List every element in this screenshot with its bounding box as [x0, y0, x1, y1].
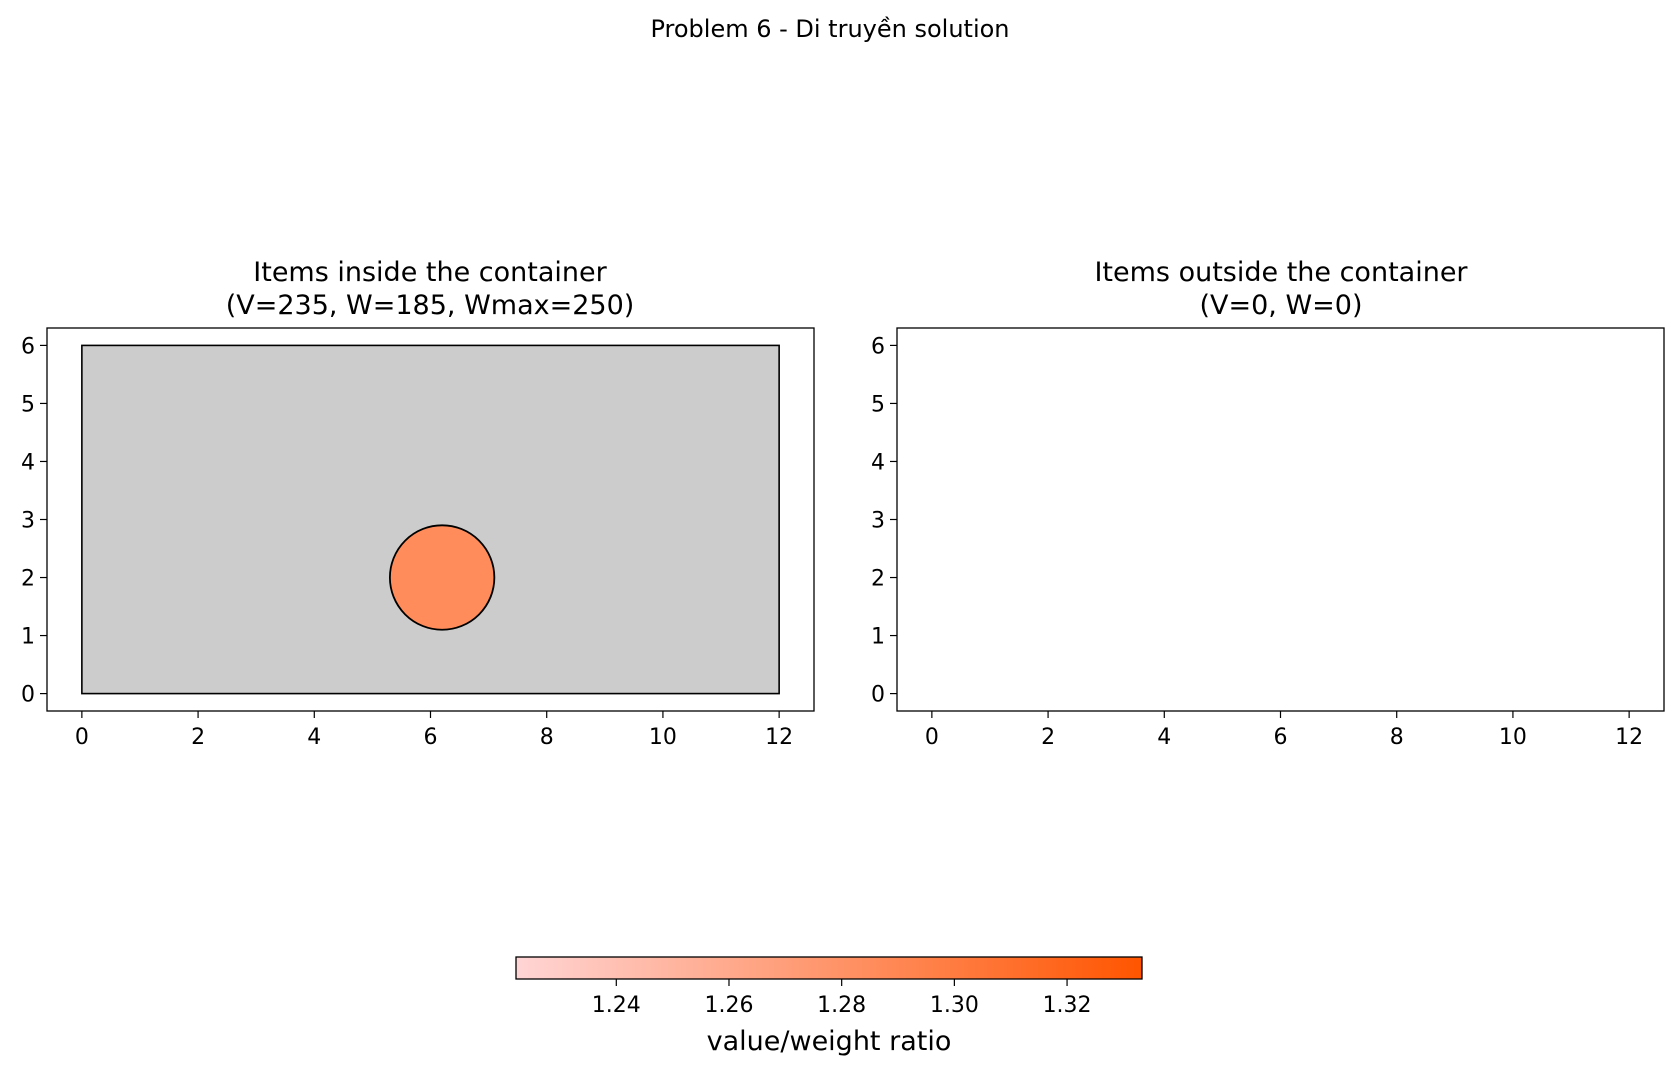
axes-outside-title-line2: (V=0, W=0) [1199, 290, 1362, 321]
xtick-label: 12 [765, 725, 793, 750]
ytick-label: 1 [21, 625, 35, 650]
xtick-label: 12 [1615, 725, 1643, 750]
ytick-label: 6 [21, 334, 35, 359]
xtick-label: 0 [75, 725, 89, 750]
xtick-label: 4 [1157, 725, 1171, 750]
xtick-label: 4 [307, 725, 321, 750]
xtick-label: 8 [540, 725, 554, 750]
xtick-label: 6 [424, 725, 438, 750]
ytick-label: 1 [871, 625, 885, 650]
colorbar-tick-label: 1.30 [930, 993, 979, 1018]
ytick-label: 3 [21, 509, 35, 534]
xtick-label: 10 [649, 725, 677, 750]
ytick-label: 2 [21, 567, 35, 592]
axes-outside-title-line1: Items outside the container [1094, 257, 1468, 288]
ytick-label: 0 [21, 683, 35, 708]
colorbar-tick-label: 1.32 [1043, 993, 1092, 1018]
item-circle-0 [388, 524, 496, 631]
colorbar-gradient [515, 956, 1143, 980]
ytick-label: 5 [21, 392, 35, 417]
colorbar: 1.24 1.26 1.28 1.30 1.32 value/weight ratio [515, 956, 1143, 1057]
colorbar-tick-label: 1.26 [704, 993, 753, 1018]
colorbar-label: value/weight ratio [707, 1026, 952, 1057]
xtick-label: 6 [1274, 725, 1288, 750]
container-rect [81, 344, 780, 695]
figure-title: Problem 6 - Di truyền solution [650, 15, 1009, 43]
ytick-label: 6 [871, 334, 885, 359]
axes-outside: Items outside the container (V=0, W=0) 0… [871, 257, 1665, 750]
ytick-label: 5 [871, 392, 885, 417]
axes-inside-title-line2: (V=235, W=185, Wmax=250) [226, 290, 635, 321]
colorbar-tick-label: 1.28 [817, 993, 866, 1018]
xtick-label: 2 [191, 725, 205, 750]
xtick-label: 0 [925, 725, 939, 750]
colorbar-tick-label: 1.24 [592, 993, 641, 1018]
ytick-label: 4 [871, 450, 885, 475]
ytick-label: 2 [871, 567, 885, 592]
axes-inside: Items inside the container (V=235, W=185… [21, 257, 815, 750]
ytick-label: 0 [871, 683, 885, 708]
ytick-label: 3 [871, 509, 885, 534]
xtick-label: 2 [1041, 725, 1055, 750]
axes-inside-title-line1: Items inside the container [253, 257, 607, 288]
ytick-label: 4 [21, 450, 35, 475]
axes-outside-frame [896, 327, 1665, 712]
xtick-label: 8 [1390, 725, 1404, 750]
xtick-label: 10 [1499, 725, 1527, 750]
